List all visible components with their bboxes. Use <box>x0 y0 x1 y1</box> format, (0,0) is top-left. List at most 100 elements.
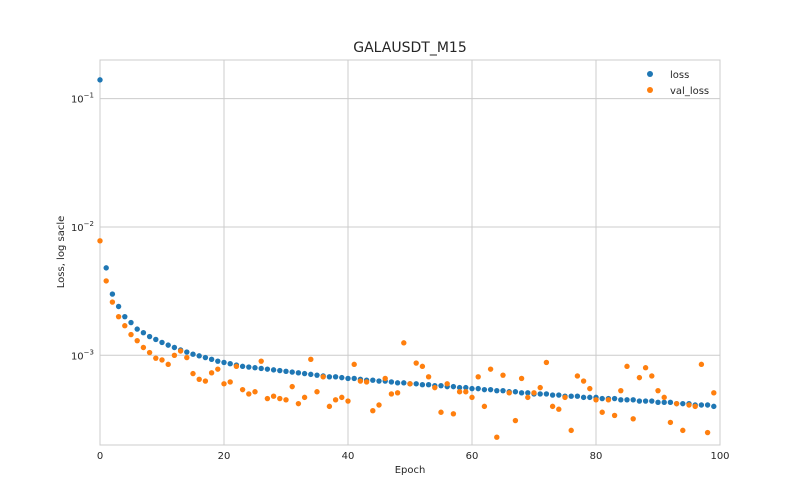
legend-label-loss: loss <box>670 70 689 81</box>
loss-point <box>159 339 165 346</box>
val-loss-point <box>159 357 165 363</box>
val-loss-point <box>258 358 264 364</box>
loss-point <box>128 319 134 326</box>
loss-point <box>308 371 314 378</box>
y-tick-label: 10−3 <box>71 348 94 362</box>
val-loss-point <box>704 429 711 436</box>
loss-point <box>655 399 661 406</box>
val-loss-point <box>394 390 401 396</box>
val-loss-point <box>605 397 612 403</box>
val-loss-point <box>140 344 147 351</box>
val-loss-point <box>487 366 494 372</box>
loss-point <box>146 333 153 340</box>
x-tick-label: 0 <box>97 451 103 462</box>
loss-point <box>611 395 618 402</box>
val-loss-point <box>593 397 599 403</box>
loss-point <box>103 265 109 271</box>
val-loss-point <box>636 374 643 381</box>
y-tick-exponent: −2 <box>84 220 94 228</box>
val-loss-point <box>295 400 302 407</box>
val-loss-point <box>661 394 667 401</box>
val-loss-point <box>518 375 525 382</box>
loss-point <box>419 382 426 388</box>
val-loss-point <box>370 408 376 414</box>
val-loss-point <box>239 386 246 393</box>
legend-marker-val-loss <box>647 87 653 93</box>
loss-point <box>239 363 246 370</box>
val-loss-point <box>568 427 574 434</box>
loss-point <box>301 370 308 377</box>
val-loss-point <box>208 370 215 376</box>
loss-point <box>215 358 221 364</box>
x-axis-ticks: 0 20 40 60 80 100 <box>97 451 730 462</box>
loss-point <box>698 402 705 408</box>
val-loss-point <box>556 406 562 412</box>
legend-label-val-loss: val_loss <box>670 86 709 97</box>
loss-point <box>246 364 252 370</box>
val-loss-point <box>351 361 357 368</box>
val-loss-point <box>376 402 382 408</box>
loss-point <box>661 399 667 406</box>
val-loss-point <box>97 238 103 244</box>
val-loss-point <box>711 390 717 396</box>
val-loss-point <box>624 363 630 370</box>
val-loss-point <box>500 372 506 378</box>
val-loss-point <box>667 419 674 426</box>
val-loss-point <box>122 323 128 329</box>
val-loss-point <box>512 417 519 424</box>
loss-point <box>574 393 581 399</box>
loss-point <box>221 359 227 366</box>
val-loss-point <box>134 337 140 344</box>
loss-point <box>630 397 636 403</box>
loss-point <box>568 393 574 399</box>
val-loss-point <box>642 365 649 371</box>
val-loss-point <box>128 331 134 338</box>
val-loss-point <box>283 397 289 403</box>
val-loss-point <box>686 402 692 408</box>
x-tick-label: 40 <box>342 451 355 462</box>
val-loss-point <box>357 378 364 384</box>
loss-point <box>196 353 202 359</box>
val-loss-point <box>425 374 432 380</box>
val-loss-point <box>537 384 543 391</box>
loss-point <box>475 385 481 392</box>
val-loss-point <box>314 389 320 395</box>
loss-point <box>425 382 432 388</box>
loss-point <box>351 375 357 382</box>
val-loss-point <box>469 394 475 401</box>
loss-point <box>264 366 271 372</box>
loss-point <box>487 386 494 393</box>
loss-point <box>134 326 140 332</box>
val-loss-point <box>153 355 159 361</box>
loss-point <box>680 400 686 407</box>
loss-point <box>525 390 531 396</box>
loss-point <box>109 291 116 297</box>
val-loss-point <box>382 375 388 382</box>
loss-point <box>537 391 543 397</box>
val-loss-point <box>202 378 209 384</box>
y-tick-label: 10−2 <box>71 220 94 234</box>
loss-point <box>438 382 444 389</box>
val-loss-point <box>190 370 196 377</box>
x-tick-label: 20 <box>218 451 231 462</box>
val-loss-point <box>196 376 202 383</box>
val-loss-point <box>165 361 171 368</box>
loss-point <box>469 385 475 392</box>
val-loss-point <box>320 374 326 380</box>
chart-title: GALAUSDT_M15 <box>353 40 466 56</box>
loss-point <box>283 368 289 375</box>
loss-point <box>394 380 401 386</box>
val-loss-point <box>574 373 581 379</box>
val-loss-point <box>673 400 680 407</box>
val-loss-point <box>655 387 661 394</box>
loss-point <box>115 303 122 310</box>
loss-point <box>711 403 717 410</box>
val-loss-point <box>270 393 277 399</box>
loss-point <box>599 395 605 402</box>
loss-point <box>450 383 457 390</box>
val-loss-point <box>301 394 308 401</box>
loss-point <box>326 374 333 380</box>
loss-point <box>649 398 655 404</box>
y-axis-label: Loss, log sacle <box>56 216 67 288</box>
